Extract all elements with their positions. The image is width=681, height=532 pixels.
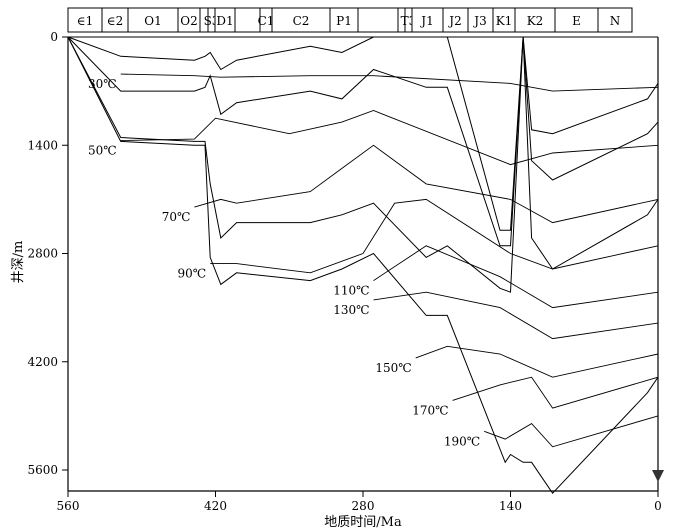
isotherm-label-5: 130℃	[333, 303, 369, 317]
strat-label-14: J1	[419, 14, 433, 28]
isotherm-labels: 30℃ 50℃ 70℃ 90℃ 110℃ 130℃ 150℃ 170℃ 190℃	[88, 77, 480, 448]
isotherm-label-1: 50℃	[88, 144, 117, 158]
isotherm-label-8: 190℃	[444, 434, 480, 448]
burial-line-4	[67, 36, 659, 494]
strat-label-10: P1	[336, 14, 352, 28]
strat-label-18: K2	[527, 14, 544, 28]
isotherm-7	[452, 376, 659, 409]
isotherm-label-6: 150℃	[375, 361, 411, 375]
burial-lines	[67, 36, 659, 494]
strat-cell-18	[514, 7, 556, 33]
isotherm-4	[373, 245, 659, 309]
y-ticks: 0 1400 2800 4200 5600	[27, 30, 68, 477]
y-tick-label-1: 1400	[27, 138, 58, 152]
isotherm-6	[415, 345, 659, 378]
isotherm-8	[484, 415, 659, 448]
isotherm-label-0: 30℃	[88, 77, 117, 91]
strat-label-17: K1	[496, 14, 513, 28]
strat-cell-15	[442, 7, 469, 33]
isotherm-0	[120, 73, 659, 92]
x-tick-label-2: 280	[352, 499, 375, 513]
strat-cell-19	[554, 7, 599, 33]
isotherm-lines	[120, 73, 659, 448]
strat-label-3: O2	[180, 14, 197, 28]
y-tick-label-2: 2800	[27, 247, 58, 261]
burial-line-2	[67, 36, 659, 247]
strat-cell-0	[67, 7, 103, 33]
isotherm-1	[120, 110, 659, 166]
isotherm-label-3: 90℃	[178, 267, 207, 281]
strat-label-2: O1	[144, 14, 161, 28]
axes	[67, 37, 659, 492]
strat-cell-16	[467, 7, 494, 33]
isotherm-label-4: 110℃	[333, 284, 369, 298]
strat-cell-2	[127, 7, 179, 33]
isotherm-3	[210, 198, 659, 274]
strat-cell-9	[271, 7, 331, 33]
x-tick-label-4: 0	[654, 499, 662, 513]
strat-label-20: N	[610, 14, 621, 28]
strat-label-6: D1	[216, 14, 233, 28]
y-tick-label-3: 4200	[27, 355, 58, 369]
isotherm-5	[373, 291, 659, 340]
strat-label-1: ∈2	[107, 14, 124, 28]
strat-label-19: E	[572, 14, 581, 28]
strat-label-9: C2	[293, 14, 310, 28]
strat-label-0: ∈1	[77, 14, 94, 28]
strat-label-16: J3	[472, 14, 486, 28]
burial-line-1	[67, 36, 659, 231]
x-tick-label-1: 420	[204, 499, 227, 513]
isotherm-label-7: 170℃	[412, 403, 448, 417]
strat-cell-1	[101, 7, 129, 33]
y-tick-label-4: 5600	[27, 463, 58, 477]
isotherm-2	[194, 144, 659, 224]
y-tick-label-0: 0	[50, 30, 58, 44]
x-ticks: 560 420 280 140 0	[57, 491, 662, 513]
strat-cell-11	[357, 7, 399, 33]
strat-cell-7	[234, 7, 261, 33]
current-depth-marker	[652, 470, 664, 482]
isotherm-label-2: 70℃	[162, 210, 191, 224]
strat-label-8: C1	[258, 14, 275, 28]
strat-label-15: J2	[447, 14, 461, 28]
y-axis-title: 井深/m	[11, 241, 26, 284]
x-tick-label-3: 140	[499, 499, 522, 513]
burial-line-3	[67, 36, 659, 293]
x-axis-title: 地质时间/Ma	[324, 515, 402, 530]
strat-cell-20	[597, 7, 633, 33]
x-tick-label-0: 560	[57, 499, 80, 513]
